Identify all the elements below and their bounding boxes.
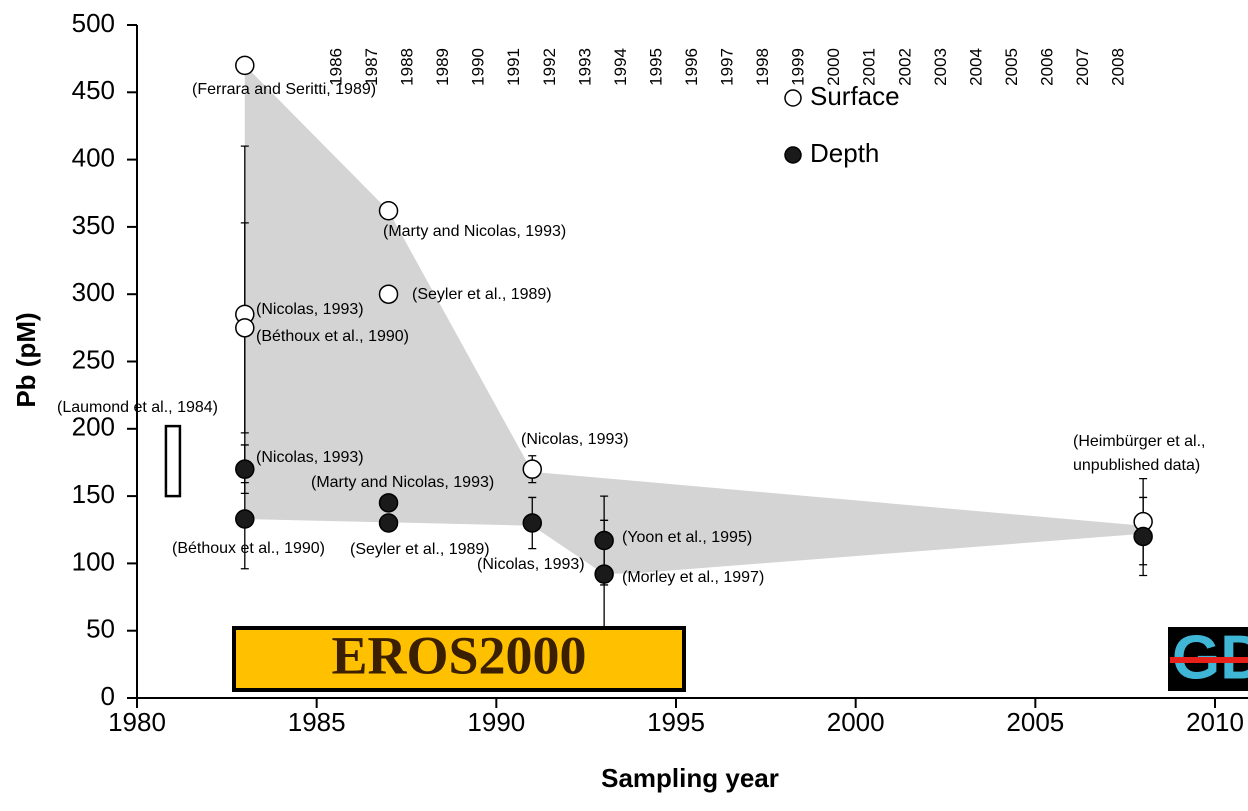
x-tick-label: 2010: [1186, 707, 1244, 737]
top-year-label: 1995: [646, 48, 665, 86]
y-tick-label: 500: [72, 8, 115, 38]
top-year-label: 2007: [1073, 48, 1092, 86]
top-year-label: 2006: [1037, 48, 1056, 86]
data-point: [378, 493, 399, 513]
top-year-label: 2000: [824, 48, 843, 86]
top-year-label: 1998: [753, 48, 772, 86]
y-tick-label: 350: [72, 210, 115, 240]
legend-marker: [784, 89, 802, 107]
annotation: (Nicolas, 1993): [256, 449, 364, 466]
annotation: (Yoon et al., 1995): [622, 529, 752, 546]
annotation: (Ferrara and Seritti, 1989): [192, 81, 376, 98]
eros-logo: EROS2000: [331, 625, 586, 685]
y-tick-label: 300: [72, 277, 115, 307]
data-point: [522, 459, 543, 479]
annotation: (Béthoux et al., 1990): [172, 540, 325, 557]
y-tick-label: 0: [101, 681, 115, 711]
data-point: [522, 513, 543, 533]
annotation: (Seyler et al., 1989): [350, 541, 490, 558]
top-year-label: 1991: [504, 48, 523, 86]
y-tick-label: 250: [72, 344, 115, 374]
annotation: (Marty and Nicolas, 1993): [383, 223, 566, 240]
top-year-label: 1999: [789, 48, 808, 86]
top-year-label: 2003: [931, 48, 950, 86]
top-year-label: 2001: [860, 48, 879, 86]
x-tick-label: 1985: [288, 707, 346, 737]
top-year-label: 1990: [469, 48, 488, 86]
y-tick-label: 50: [86, 614, 115, 644]
annotation: (Nicolas, 1993): [256, 301, 364, 318]
y-tick-label: 150: [72, 479, 115, 509]
x-axis-label: Sampling year: [601, 763, 779, 793]
legend-marker: [784, 146, 802, 164]
y-tick-label: 100: [72, 546, 115, 576]
top-year-label: 2005: [1002, 48, 1021, 86]
top-year-label: 1988: [398, 48, 417, 86]
data-point: [378, 200, 399, 221]
top-year-label: 2008: [1109, 48, 1128, 86]
annotation: (Nicolas, 1993): [477, 556, 585, 573]
annotation: (Seyler et al., 1989): [412, 286, 552, 303]
range-box: [164, 424, 182, 498]
top-year-label: 1986: [326, 48, 345, 86]
y-tick-label: 400: [72, 142, 115, 172]
data-point: [594, 564, 614, 584]
data-point: [1133, 526, 1153, 547]
x-tick-label: 2000: [827, 707, 885, 737]
annotation: (Laumond et al., 1984): [57, 399, 218, 416]
legend-label: Surface: [810, 81, 900, 111]
data-point: [235, 55, 255, 76]
top-year-label: 1989: [433, 48, 452, 86]
top-year-label: 1992: [540, 48, 559, 86]
top-year-label: 2002: [895, 48, 914, 86]
top-year-label: 1997: [718, 48, 737, 86]
top-year-label: 1987: [362, 48, 381, 86]
x-tick-label: 1980: [108, 707, 166, 737]
data-point: [235, 509, 255, 529]
y-axis-label: Pb (pM): [11, 312, 41, 407]
data-point: [378, 513, 399, 533]
data-point: [235, 318, 255, 338]
data-point: [378, 284, 399, 304]
x-tick-label: 2005: [1006, 707, 1064, 737]
data-point: [594, 530, 614, 551]
annotation: (Heimbürger et al.,: [1073, 433, 1206, 450]
legend-label: Depth: [810, 138, 879, 168]
y-tick-label: 450: [72, 75, 115, 105]
top-year-label: 1996: [682, 48, 701, 86]
y-tick-label: 200: [72, 412, 115, 442]
x-tick-label: 1990: [467, 707, 525, 737]
top-year-label: 2004: [966, 48, 985, 86]
annotation: (Béthoux et al., 1990): [256, 328, 409, 345]
annotation: (Morley et al., 1997): [622, 569, 764, 586]
annotation: unpublished data): [1073, 457, 1200, 474]
x-tick-label: 1995: [647, 707, 705, 737]
data-point: [235, 459, 255, 479]
annotation: (Nicolas, 1993): [521, 431, 629, 448]
annotation: (Marty and Nicolas, 1993): [311, 474, 494, 491]
eros-logo-box: [232, 626, 686, 692]
top-year-label: 1994: [611, 48, 630, 86]
top-year-label: 1993: [575, 48, 594, 86]
envelope-area: [244, 65, 1144, 575]
